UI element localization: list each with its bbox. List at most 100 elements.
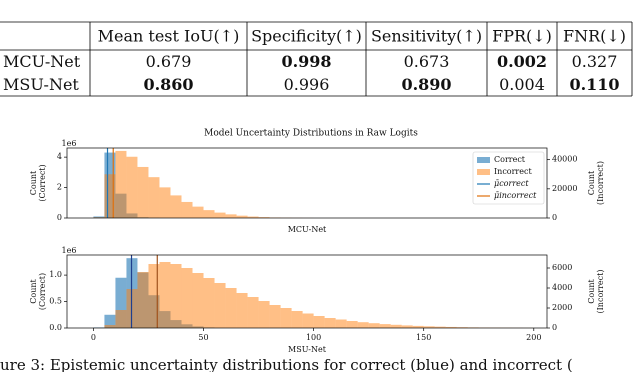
histogram-bar <box>291 311 303 328</box>
x-tick-label: 0 <box>91 333 96 342</box>
y-offset: 1e6 <box>62 246 77 255</box>
table-cell: 0.679 <box>146 52 192 71</box>
histogram-bar <box>456 327 468 328</box>
histogram-bar <box>379 324 391 328</box>
histogram-bar <box>269 305 281 328</box>
x-tick-label: 200 <box>526 333 541 342</box>
histogram-bar <box>126 156 138 218</box>
legend-label: μ̄correct <box>494 179 529 188</box>
table-cell: 0.327 <box>572 52 618 71</box>
y2-tick-label: 2000 <box>552 303 572 312</box>
histogram-bar <box>225 214 237 218</box>
histogram-bar <box>236 293 248 328</box>
histogram-bar <box>170 195 182 218</box>
histogram-bar <box>159 262 171 328</box>
histogram-bar <box>280 308 292 328</box>
table-cell: 0.110 <box>569 75 619 94</box>
table-header: FPR(↓) <box>492 27 552 46</box>
x-tick-label: 150 <box>416 333 431 342</box>
y-axis-label: Count <box>29 278 38 303</box>
table-cell: 0.998 <box>281 52 331 71</box>
histogram-bar <box>258 301 270 328</box>
y2-axis-label: Count <box>587 170 596 195</box>
y2-tick-label: 20000 <box>552 184 577 193</box>
histogram-bar <box>423 326 435 328</box>
table-cell: 0.860 <box>143 75 193 94</box>
histogram-bar <box>445 326 457 328</box>
table-cell: MSU-Net <box>3 75 79 94</box>
y-offset: 1e6 <box>62 139 77 148</box>
plot-frame <box>66 254 548 329</box>
histogram-bar <box>247 216 259 218</box>
histogram-bar <box>159 187 171 218</box>
x-axis-label: MCU-Net <box>288 225 327 234</box>
histogram-bar <box>203 210 215 218</box>
legend-swatch <box>477 169 490 175</box>
table-header: Specificity(↑) <box>251 27 362 46</box>
table-cell: 0.996 <box>284 75 330 94</box>
table-header: Sensitivity(↑) <box>371 27 482 46</box>
histogram-bar <box>313 316 325 328</box>
legend-label: Correct <box>494 155 526 164</box>
histogram-bar <box>225 288 237 328</box>
histogram-bar <box>104 325 116 328</box>
legend-label: Incorrect <box>494 167 532 176</box>
y2-tick-label: 40000 <box>552 155 577 164</box>
y2-tick-label: 0 <box>552 213 557 222</box>
x-tick-label: 50 <box>198 333 208 342</box>
histogram-bar <box>137 272 149 328</box>
table-header: Mean test IoU(↑) <box>98 27 240 46</box>
table-cell: MCU-Net <box>3 52 81 71</box>
y-tick-label: 0 <box>57 213 62 222</box>
histogram-bar <box>148 177 160 218</box>
histogram-bar <box>148 264 160 328</box>
table-cell: 0.890 <box>401 75 451 94</box>
histogram-bar <box>346 321 358 328</box>
histogram-bar <box>93 216 105 218</box>
histogram-bar <box>181 201 193 218</box>
histogram-bar <box>203 278 215 328</box>
histogram-bar <box>236 215 248 218</box>
histogram-bar <box>357 322 369 328</box>
histogram-bar <box>412 325 424 328</box>
histogram-bar <box>335 319 347 328</box>
histogram-bar <box>214 283 226 328</box>
histogram-bar <box>401 325 413 328</box>
y-axis-label: Count <box>29 170 38 195</box>
histogram-bar <box>104 174 116 218</box>
y-axis-label: (Correct) <box>38 164 47 201</box>
y2-axis-label: Count <box>587 278 596 303</box>
y2-axis-label: (Incorrect) <box>596 270 605 314</box>
figure-title: Model Uncertainty Distributions in Raw L… <box>204 129 418 139</box>
histogram-bar <box>181 268 193 328</box>
y2-tick-label: 4000 <box>552 283 572 292</box>
histogram-bar <box>434 326 446 328</box>
legend-label: μ̄incorrect <box>494 191 537 200</box>
histogram-bar <box>258 217 270 218</box>
y-tick-label: 4 <box>57 152 62 161</box>
histogram-bar <box>247 297 259 328</box>
x-tick-label: 100 <box>306 333 321 342</box>
y2-tick-label: 0 <box>552 323 557 332</box>
histogram-bar <box>170 264 182 328</box>
y2-axis-label: (Incorrect) <box>596 161 605 205</box>
y-tick-label: 2 <box>57 183 62 192</box>
histogram-bar <box>302 313 314 328</box>
y2-tick-label: 6000 <box>552 263 572 272</box>
histogram-bar <box>104 314 116 328</box>
legend-box <box>472 151 545 205</box>
y-axis-label: (Correct) <box>38 273 47 310</box>
table-cell: 0.004 <box>499 75 545 94</box>
histogram-bar <box>390 324 402 328</box>
caption: ure 3: Epistemic uncertainty distributio… <box>0 356 573 372</box>
histogram-bar <box>192 206 204 218</box>
table-cell: 0.673 <box>404 52 450 71</box>
histogram-bar <box>368 323 380 328</box>
histogram-bar <box>137 166 149 218</box>
table-cell: 0.002 <box>497 52 547 71</box>
table-header: FNR(↓) <box>563 27 626 46</box>
plot-frame <box>66 147 548 219</box>
histogram-bar <box>115 310 127 328</box>
legend-swatch <box>477 157 490 163</box>
